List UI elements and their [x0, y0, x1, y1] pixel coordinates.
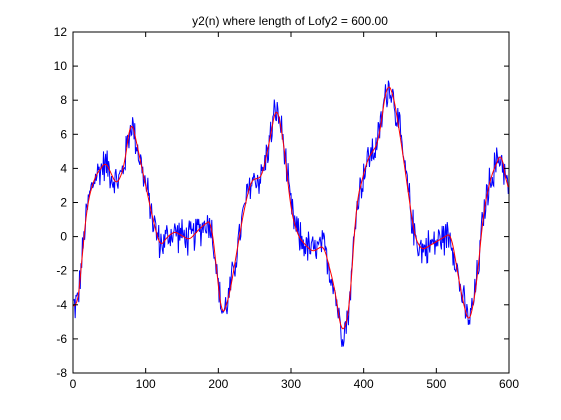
- ticks-layer: 0 100 200 300 400 500 600 -8 -6 -4 -2 0 2 4 6 8 10 12: [54, 25, 520, 391]
- y-tick-label: 2: [60, 196, 67, 210]
- y-tick-label: -4: [56, 298, 67, 312]
- x-tick-label: 100: [136, 377, 156, 391]
- x-tick-label: 200: [208, 377, 228, 391]
- y-tick-label: 8: [60, 93, 67, 107]
- x-tick-label: 400: [354, 377, 374, 391]
- y-tick-label: 12: [54, 25, 68, 39]
- series-line-noisy: [72, 80, 509, 347]
- series-line-smoothed: [72, 86, 509, 330]
- y-tick-label: 6: [60, 127, 67, 141]
- y-tick-label: 10: [54, 59, 68, 73]
- series-layer: [72, 80, 509, 347]
- y-tick-label: -8: [56, 366, 67, 380]
- chart-title: y2(n) where length of Lofy2 = 600.00: [192, 14, 388, 28]
- y-tick-label: -2: [56, 264, 67, 278]
- x-tick-label: 600: [499, 377, 519, 391]
- x-tick-label: 500: [426, 377, 446, 391]
- x-tick-label: 0: [70, 377, 77, 391]
- y-tick-label: 4: [60, 161, 67, 175]
- y-tick-label: 0: [60, 230, 67, 244]
- y-tick-label: -6: [56, 332, 67, 346]
- x-tick-label: 300: [281, 377, 301, 391]
